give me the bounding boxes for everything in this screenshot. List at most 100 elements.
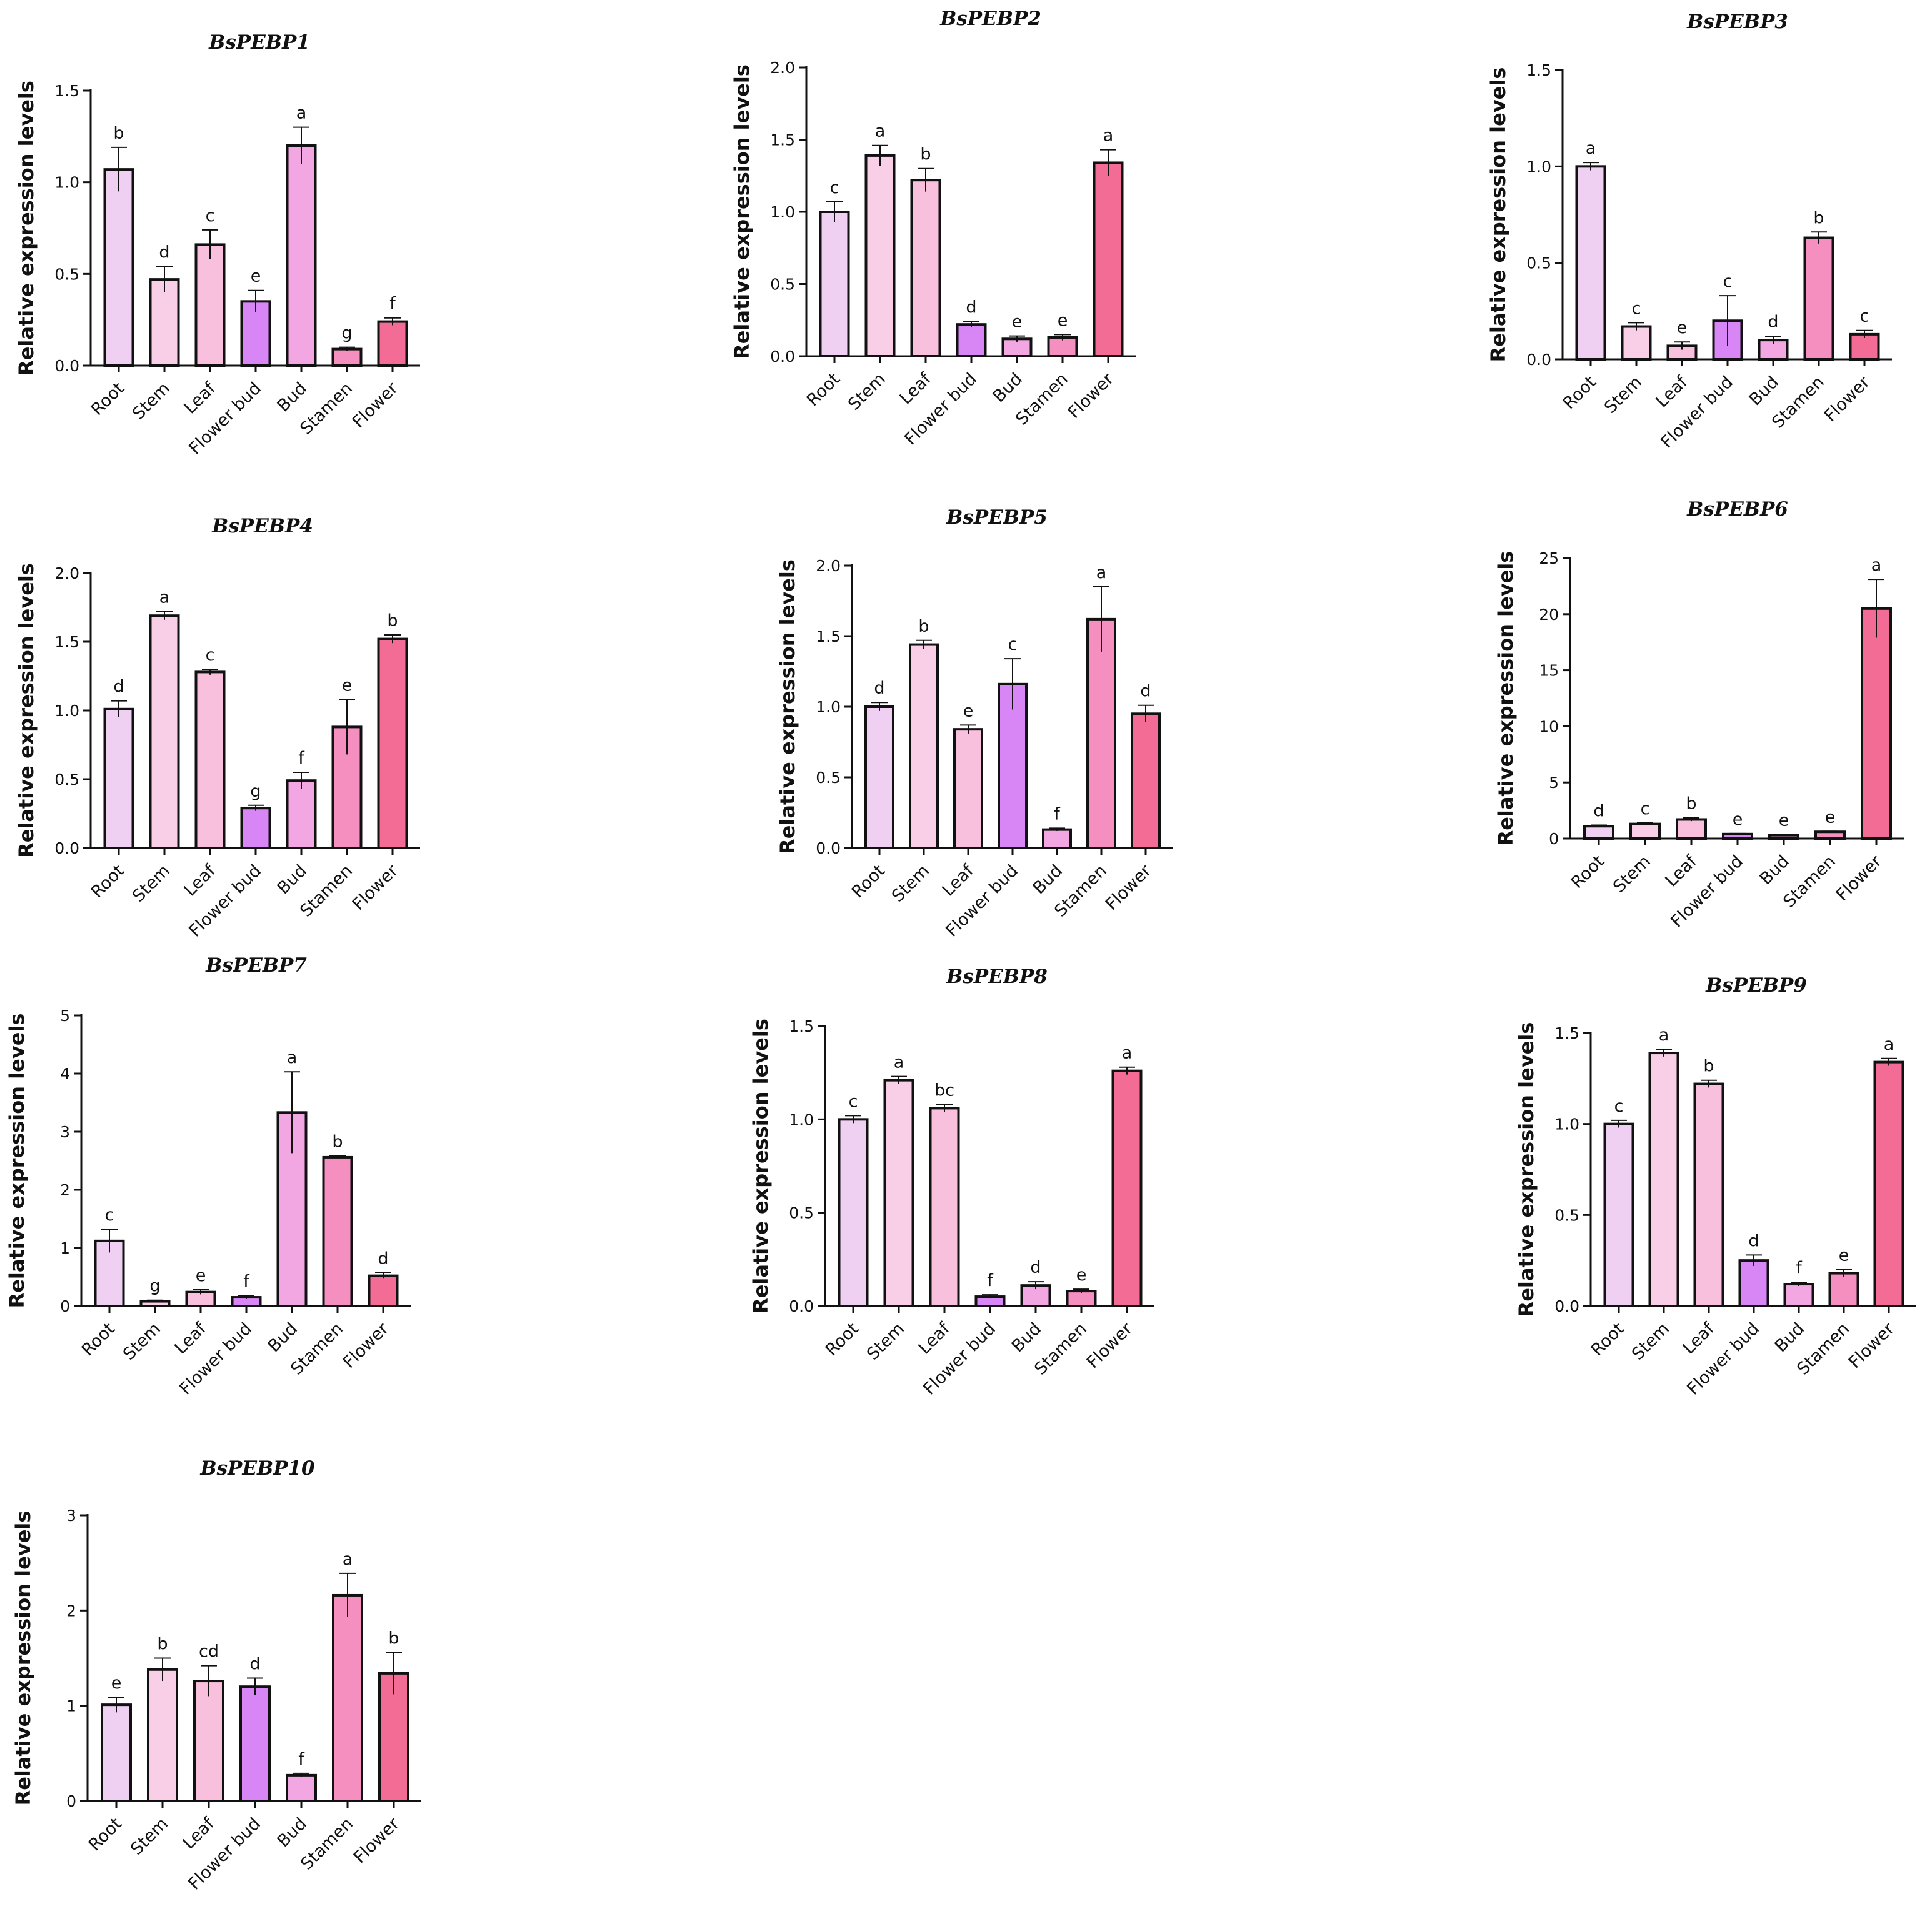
significance-label: c: [105, 1205, 114, 1225]
significance-label: f: [987, 1271, 994, 1290]
chart-title: BsPEBP2: [939, 7, 1041, 30]
significance-label: b: [1813, 208, 1824, 227]
y-tick-label: 0.0: [1526, 351, 1551, 369]
y-axis-label: Relative expression levels: [5, 1014, 29, 1308]
chart-panel-5: BsPEBP5 Relative expression levels 0.0 0.5 1…: [776, 506, 1173, 941]
significance-label: e: [963, 701, 974, 720]
y-tick-label: 2.0: [816, 557, 841, 575]
x-tick-label: Flower: [1821, 372, 1874, 426]
significance-label: e: [196, 1266, 206, 1285]
x-tick-label: Leaf: [939, 860, 978, 900]
y-tick-label: 0: [1549, 830, 1559, 848]
bar-stamen: [332, 1593, 363, 1802]
x-tick-label: Flower: [1833, 851, 1886, 905]
x-tick-label: Bud: [274, 861, 311, 898]
bar-flower: [377, 320, 408, 367]
significance-label: a: [296, 104, 307, 123]
chart-panel-6: BsPEBP6 Relative expression levels 0 5 10 15 2…: [1494, 498, 1904, 932]
y-tick-label: 0.0: [1554, 1297, 1579, 1315]
bar-flower: [368, 1274, 399, 1308]
y-axis-label: Relative expression levels: [11, 1511, 35, 1806]
x-tick-label: Leaf: [171, 1318, 211, 1358]
bar-leaf: [194, 670, 226, 850]
y-tick-label: 20: [1539, 606, 1559, 624]
x-tick-label: Root: [822, 1319, 863, 1360]
bar-root: [1575, 165, 1606, 361]
y-tick-label: 1.5: [1526, 61, 1551, 79]
chart-panel-7: BsPEBP7 Relative expression levels 0 1 2 3 4 5 c…: [5, 954, 411, 1399]
bar-root: [838, 1118, 869, 1308]
significance-label: d: [1748, 1231, 1759, 1250]
significance-label: d: [966, 298, 976, 317]
y-tick-label: 1.5: [789, 1017, 814, 1035]
x-tick-label: Stem: [844, 369, 889, 414]
x-tick-label: Bud: [1771, 1319, 1808, 1356]
x-tick-label: Stem: [127, 1814, 172, 1859]
significance-label: e: [251, 267, 261, 286]
bar-root: [1603, 1122, 1634, 1307]
y-tick-label: 5: [1549, 774, 1559, 792]
bar-leaf: [1693, 1082, 1724, 1308]
y-axis-label: Relative expression levels: [749, 1019, 773, 1313]
bar-root: [101, 1703, 132, 1802]
bar-stem: [864, 154, 896, 357]
bar-root: [864, 705, 894, 849]
significance-label: b: [332, 1132, 343, 1152]
chart-panel-1: BsPEBP1 Relative expression levels 0.0 0.5 1…: [14, 31, 420, 459]
bar-flower-bud: [1722, 832, 1753, 840]
y-tick-label: 1.0: [1526, 157, 1551, 176]
y-tick-label: 25: [1539, 549, 1559, 567]
significance-label: d: [1140, 682, 1151, 701]
significance-label: c: [1614, 1097, 1624, 1116]
y-axis-label: Relative expression levels: [1494, 551, 1518, 846]
bar-stamen: [1814, 830, 1846, 840]
bar-bud: [286, 144, 317, 367]
y-tick-label: 1.0: [770, 203, 795, 221]
x-tick-label: Leaf: [1662, 851, 1701, 890]
chart-title: BsPEBP5: [946, 506, 1048, 529]
y-axis-label: Relative expression levels: [1486, 67, 1510, 362]
x-tick-label: Bud: [274, 1814, 311, 1851]
bar-flower: [1093, 161, 1124, 357]
bar-stem: [147, 1668, 178, 1803]
y-tick-label: 2: [66, 1602, 76, 1620]
x-tick-label: Stamen: [1779, 852, 1839, 912]
y-tick-label: 0.5: [789, 1204, 814, 1222]
chart-title: BsPEBP8: [946, 965, 1048, 988]
significance-label: bc: [934, 1080, 954, 1100]
significance-label: d: [159, 243, 169, 262]
x-tick-label: Root: [85, 1814, 126, 1855]
bar-root: [819, 211, 850, 357]
significance-label: cd: [199, 1642, 219, 1662]
chart-title: BsPEBP4: [211, 515, 313, 537]
bar-root: [103, 707, 134, 850]
y-tick-label: 3: [60, 1123, 70, 1141]
significance-label: c: [849, 1092, 858, 1111]
x-tick-label: Flower: [339, 1318, 393, 1372]
x-tick-label: Flower: [1064, 369, 1118, 422]
x-tick-label: Flower: [349, 378, 403, 432]
x-tick-label: Bud: [264, 1319, 301, 1356]
chart-panel-2: BsPEBP2 Relative expression levels 0.0 0.5 1…: [730, 7, 1136, 449]
significance-label: d: [1768, 312, 1778, 332]
bar-flower-bud: [240, 807, 271, 849]
bar-flower: [1111, 1069, 1143, 1308]
bar-leaf: [929, 1107, 960, 1307]
significance-label: a: [1659, 1025, 1669, 1045]
y-tick-label: 1.5: [770, 131, 795, 149]
y-tick-label: 0: [66, 1792, 76, 1810]
bar-stamen: [1047, 336, 1078, 357]
x-tick-label: Leaf: [181, 378, 220, 417]
x-tick-label: Bud: [989, 369, 1026, 406]
significance-label: a: [1884, 1035, 1894, 1054]
significance-label: e: [1677, 318, 1688, 337]
y-tick-label: 1.0: [789, 1110, 814, 1129]
bar-bud: [1783, 1283, 1814, 1308]
y-tick-label: 1.5: [1554, 1024, 1579, 1042]
significance-label: e: [1012, 312, 1023, 332]
x-tick-label: Leaf: [915, 1318, 954, 1358]
y-tick-label: 0.0: [54, 839, 79, 857]
x-tick-label: Stem: [129, 861, 174, 906]
significance-label: a: [1871, 556, 1882, 575]
x-tick-label: Stem: [129, 379, 174, 424]
